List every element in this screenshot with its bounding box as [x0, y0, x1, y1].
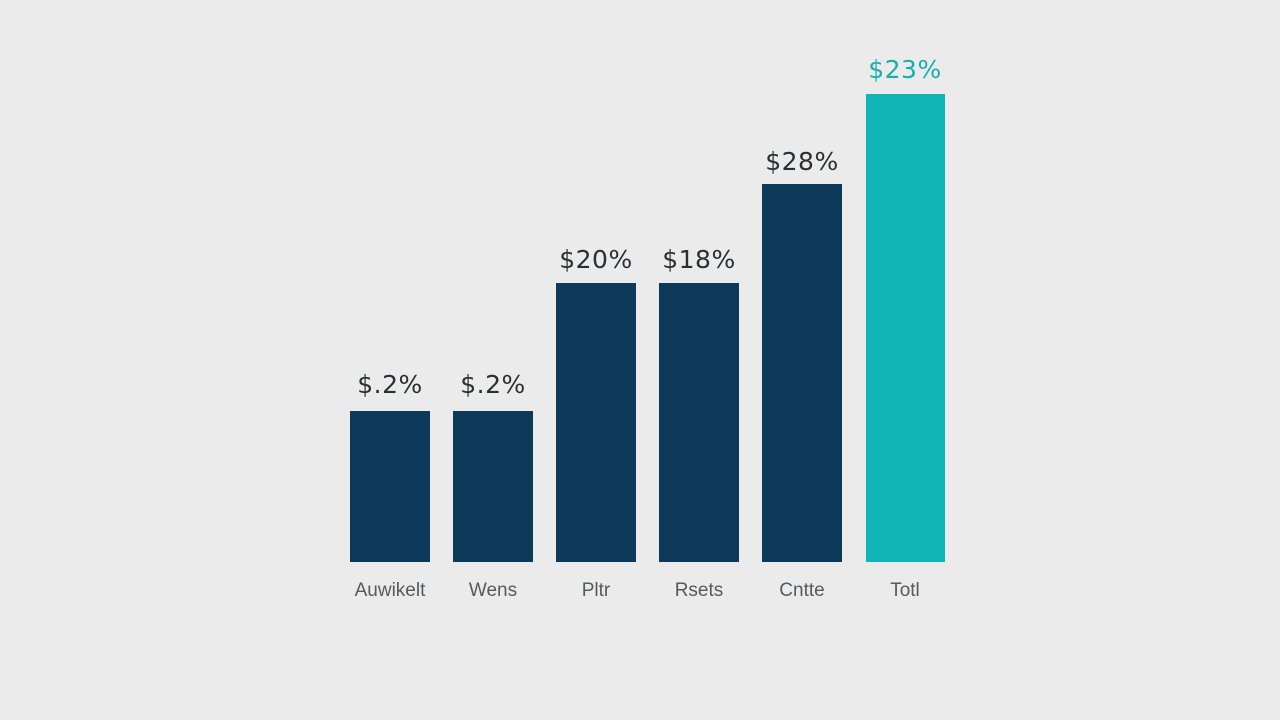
bar — [762, 184, 842, 562]
category-label: Totl — [890, 580, 920, 601]
bar — [659, 283, 739, 562]
value-label: $18% — [662, 245, 736, 274]
value-label: $20% — [559, 245, 633, 274]
category-label: Wens — [468, 580, 518, 601]
category-label: Rsets — [674, 580, 724, 601]
category-label: Pltr — [581, 580, 611, 601]
value-label-highlight: $23% — [868, 55, 942, 84]
category-label: Cntte — [779, 580, 825, 601]
category-label: Auwikelt — [354, 580, 426, 601]
bar — [556, 283, 636, 562]
bar — [350, 411, 430, 562]
bar-highlight — [866, 94, 945, 562]
value-label: $28% — [765, 147, 839, 176]
bar — [453, 411, 533, 562]
value-label: $.2% — [460, 370, 526, 399]
value-label: $.2% — [357, 370, 423, 399]
